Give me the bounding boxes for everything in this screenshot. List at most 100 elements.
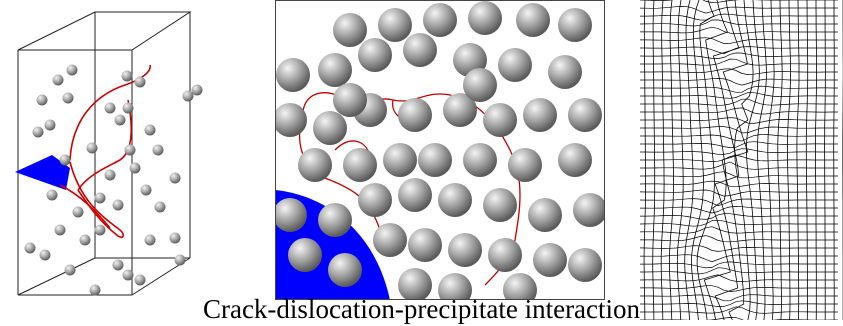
precipitate-sphere bbox=[443, 93, 477, 127]
mesh-horizontal-line bbox=[640, 198, 838, 207]
precipitate-sphere bbox=[94, 224, 106, 236]
precipitate-sphere bbox=[498, 48, 532, 82]
precipitate-sphere bbox=[191, 84, 203, 96]
mesh-vertical-line bbox=[734, 0, 754, 320]
precipitate-sphere bbox=[438, 183, 472, 217]
precipitate-sphere bbox=[398, 268, 432, 300]
precipitate-sphere bbox=[144, 234, 156, 246]
precipitate-sphere bbox=[568, 98, 602, 132]
precipitate-sphere bbox=[144, 124, 156, 136]
mesh-horizontal-line bbox=[640, 92, 838, 99]
mesh-horizontal-line bbox=[640, 26, 838, 35]
precipitate-sphere bbox=[568, 248, 602, 282]
deformed-mesh-svg bbox=[640, 0, 843, 320]
mesh-horizontal-line bbox=[640, 148, 838, 155]
precipitate-sphere bbox=[558, 143, 592, 177]
precipitate-sphere bbox=[408, 228, 442, 262]
mesh-horizontal-line bbox=[640, 117, 838, 124]
mesh-horizontal-line bbox=[640, 180, 838, 188]
precipitate-sphere bbox=[503, 273, 537, 300]
mesh-horizontal-line bbox=[640, 107, 838, 115]
precipitate-sphere bbox=[79, 234, 91, 246]
mesh-vertical-line bbox=[746, 0, 760, 320]
precipitate-sphere bbox=[438, 273, 472, 300]
precipitate-sphere bbox=[121, 70, 133, 82]
precipitate-sphere bbox=[182, 90, 194, 102]
precipitate-sphere bbox=[298, 148, 332, 182]
precipitate-sphere bbox=[318, 53, 352, 87]
precipitate-sphere bbox=[54, 224, 66, 236]
precipitate-sphere bbox=[66, 64, 78, 76]
mesh-horizontal-line bbox=[640, 154, 838, 162]
mesh-horizontal-line bbox=[640, 161, 838, 170]
mesh-horizontal-line bbox=[640, 267, 838, 275]
precipitate-sphere bbox=[358, 183, 392, 217]
precipitate-sphere bbox=[24, 242, 36, 254]
precipitate-sphere bbox=[39, 249, 51, 261]
mesh-horizontal-line bbox=[640, 68, 838, 75]
precipitate-sphere bbox=[343, 148, 377, 182]
panel-slice-view bbox=[275, 0, 605, 300]
precipitate-sphere bbox=[44, 119, 56, 131]
mesh-vertical-line bbox=[696, 0, 715, 320]
precipitate-sphere bbox=[276, 58, 310, 92]
mesh-horizontal-line bbox=[640, 134, 838, 142]
mesh-horizontal-line bbox=[640, 317, 838, 320]
precipitate-sphere bbox=[398, 98, 432, 132]
precipitate-sphere bbox=[383, 143, 417, 177]
precipitate-sphere bbox=[46, 189, 58, 201]
mesh-horizontal-line bbox=[640, 245, 838, 252]
precipitate-sphere bbox=[154, 201, 166, 213]
slice-view-svg bbox=[275, 0, 605, 300]
mesh-horizontal-line bbox=[640, 274, 838, 282]
precipitate-sphere bbox=[418, 143, 452, 177]
mesh-horizontal-line bbox=[640, 306, 838, 314]
mesh-horizontal-line bbox=[640, 206, 838, 214]
mesh-horizontal-line bbox=[640, 171, 838, 179]
precipitate-sphere bbox=[52, 74, 64, 86]
mesh-vertical-line bbox=[690, 0, 704, 320]
crack-surface bbox=[15, 155, 70, 190]
precipitate-sphere bbox=[122, 269, 134, 281]
mesh-horizontal-line bbox=[640, 219, 838, 227]
mesh-horizontal-line bbox=[640, 285, 838, 292]
precipitate-sphere bbox=[134, 76, 146, 88]
mesh-horizontal-line bbox=[640, 19, 838, 27]
mesh-horizontal-line bbox=[640, 300, 838, 307]
precipitate-sphere bbox=[318, 203, 352, 237]
precipitate-sphere bbox=[463, 143, 497, 177]
mesh-horizontal-line bbox=[640, 226, 838, 234]
mesh-vertical-line bbox=[767, 0, 775, 320]
precipitate-sphere bbox=[508, 148, 542, 182]
precipitate-sphere bbox=[523, 98, 557, 132]
precipitate-sphere bbox=[548, 55, 582, 89]
precipitate-sphere bbox=[275, 198, 307, 232]
mesh-horizontal-line bbox=[640, 78, 838, 86]
precipitates-middle bbox=[275, 1, 605, 300]
mesh-horizontal-line bbox=[640, 0, 838, 3]
precipitate-sphere bbox=[112, 199, 124, 211]
precipitates-left bbox=[24, 64, 203, 296]
slice-frame bbox=[275, 0, 605, 300]
precipitate-sphere bbox=[483, 188, 517, 222]
precipitate-sphere bbox=[378, 8, 412, 42]
mesh-horizontal-line bbox=[640, 213, 838, 220]
mesh-horizontal-line bbox=[640, 254, 838, 263]
precipitate-sphere bbox=[423, 3, 457, 37]
precipitate-sphere bbox=[169, 232, 181, 244]
precipitate-sphere bbox=[36, 94, 48, 106]
mesh-horizontal-line bbox=[640, 261, 838, 269]
precipitate-sphere bbox=[463, 68, 497, 102]
precipitate-sphere bbox=[488, 238, 522, 272]
precipitate-sphere bbox=[403, 33, 437, 67]
mesh-horizontal-line bbox=[640, 13, 838, 21]
precipitate-sphere bbox=[333, 83, 367, 117]
figure-caption: Crack-dislocation-precipitate interactio… bbox=[202, 294, 641, 324]
precipitate-sphere bbox=[573, 193, 605, 227]
mesh-horizontal-line bbox=[640, 126, 838, 134]
precipitate-sphere bbox=[174, 254, 186, 266]
precipitate-sphere bbox=[398, 178, 432, 212]
precipitate-sphere bbox=[129, 162, 141, 174]
precipitate-sphere bbox=[533, 243, 567, 277]
precipitate-sphere bbox=[59, 154, 71, 166]
